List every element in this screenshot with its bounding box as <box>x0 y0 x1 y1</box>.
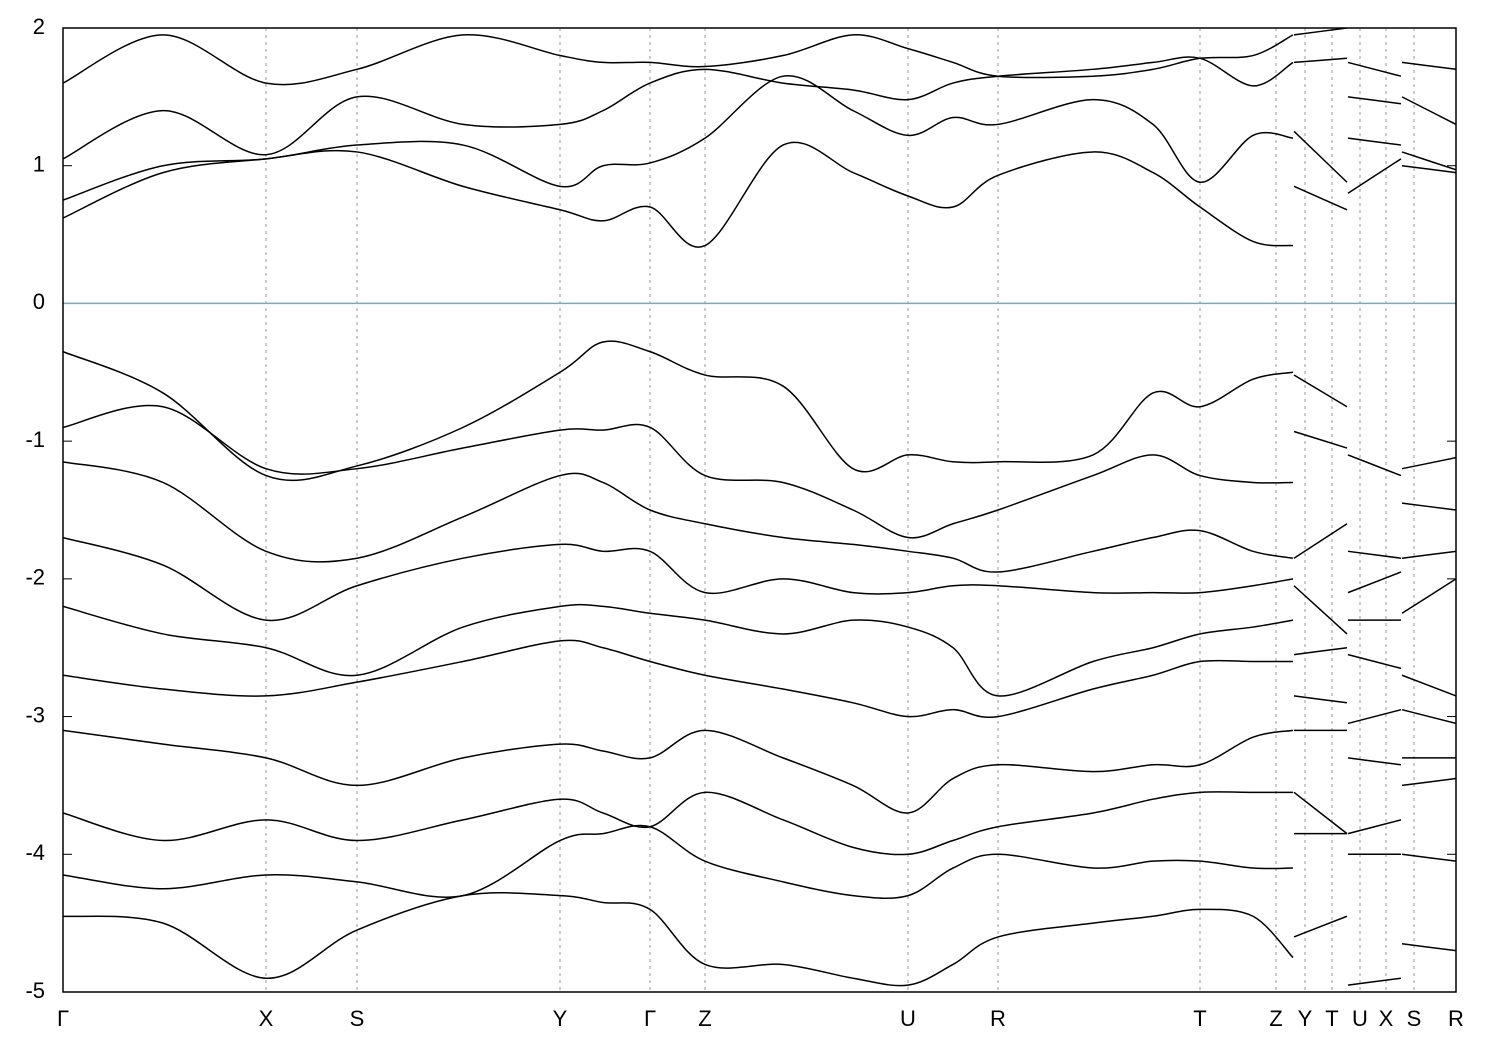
band-line <box>63 28 1456 86</box>
y-tick-label: -5 <box>25 978 45 1003</box>
band-line <box>63 777 1456 856</box>
band-line <box>63 404 1456 559</box>
band-line <box>63 461 1456 594</box>
y-tick-label: -3 <box>25 702 45 727</box>
y-tick-label: -1 <box>25 427 45 452</box>
band-line <box>63 639 1456 725</box>
x-tick-label: Γ <box>57 1006 69 1031</box>
x-tick-label: Z <box>698 1006 711 1031</box>
x-tick-label: S <box>1407 1006 1422 1031</box>
band-line <box>63 340 1456 482</box>
x-tick-label: X <box>1379 1006 1394 1031</box>
band-line <box>63 603 1456 697</box>
x-tick-label: R <box>990 1006 1006 1031</box>
band-line <box>63 141 1456 248</box>
y-tick-label: 1 <box>33 152 45 177</box>
x-tick-label: T <box>1193 1006 1206 1031</box>
x-tick-label: Z <box>1269 1006 1282 1031</box>
x-tick-label: Y <box>1298 1006 1313 1031</box>
x-tick-label: Y <box>553 1006 568 1031</box>
band-line <box>63 75 1456 201</box>
x-tick-label: R <box>1448 1006 1464 1031</box>
band-line <box>63 729 1456 814</box>
band-line <box>63 56 1456 160</box>
x-tick-label: U <box>1352 1006 1368 1031</box>
y-tick-label: -2 <box>25 565 45 590</box>
plot-frame <box>62 27 1457 993</box>
band-line <box>63 824 1456 899</box>
band-line <box>63 892 1456 987</box>
band-line <box>63 536 1456 635</box>
y-tick-label: 2 <box>33 14 45 39</box>
y-tick-label: -4 <box>25 840 45 865</box>
x-tick-label: X <box>259 1006 274 1031</box>
x-tick-label: Γ <box>644 1006 656 1031</box>
x-tick-label: T <box>1325 1006 1338 1031</box>
y-tick-label: 0 <box>33 289 45 314</box>
x-tick-label: U <box>900 1006 916 1031</box>
x-tick-label: S <box>350 1006 365 1031</box>
